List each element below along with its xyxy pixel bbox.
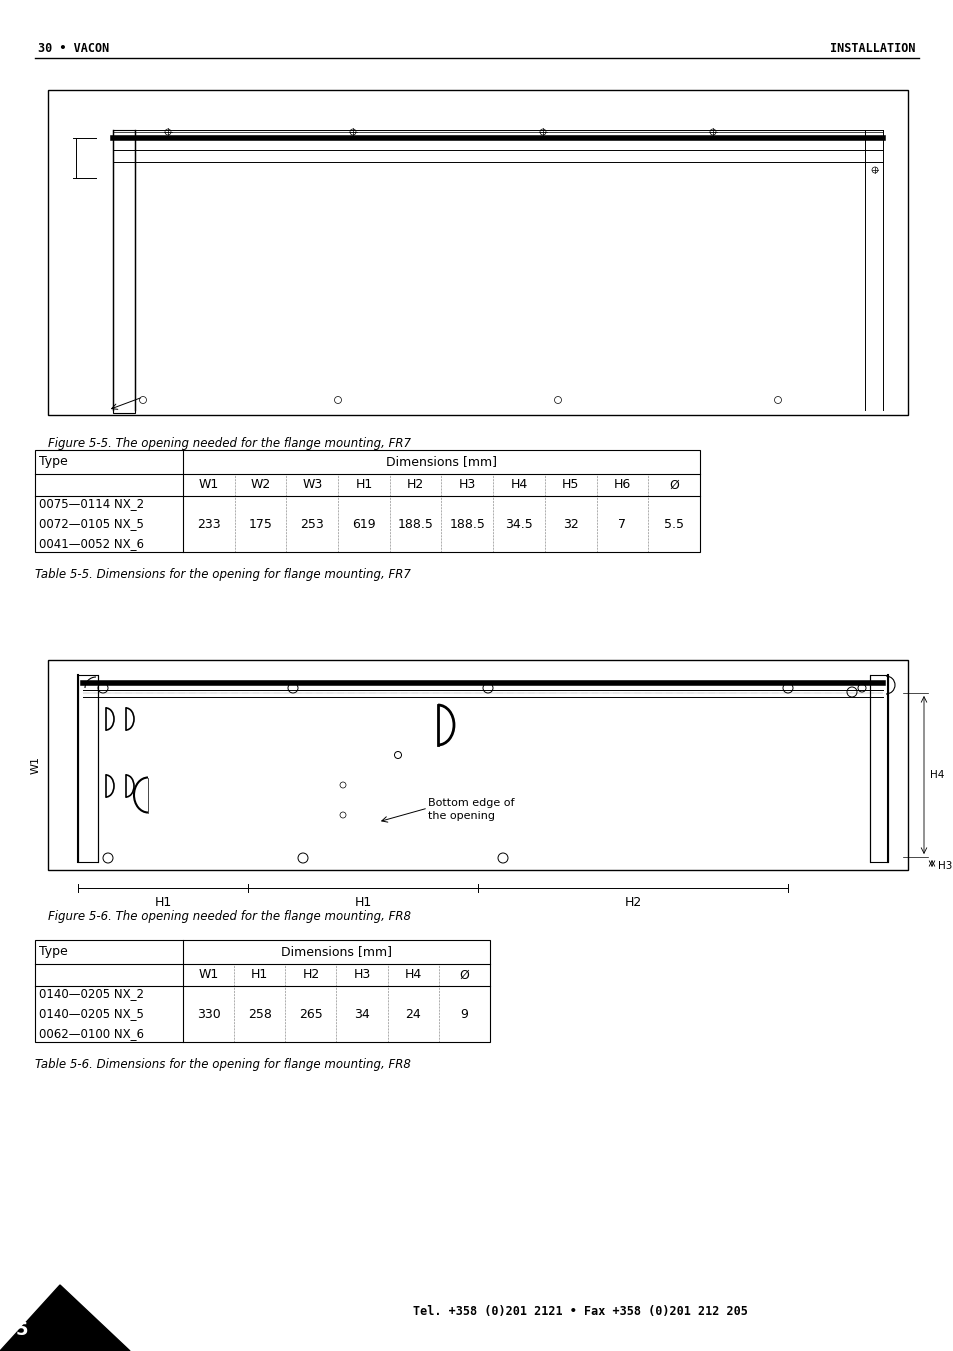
Text: H4: H4 [510,478,527,492]
Text: W1: W1 [30,757,41,774]
Text: 330: 330 [196,1008,220,1020]
Text: 32: 32 [562,517,578,531]
Text: 265: 265 [298,1008,322,1020]
Text: H3: H3 [354,969,371,981]
Text: 34: 34 [354,1008,370,1020]
Text: W2: W2 [250,478,271,492]
Text: 5.5: 5.5 [663,517,683,531]
Text: H4: H4 [404,969,421,981]
Text: H3: H3 [937,861,951,871]
Bar [35,940,490,1042]
Text: Ø: Ø [668,478,679,492]
Text: H5: H5 [561,478,578,492]
Text: 188.5: 188.5 [449,517,485,531]
Text: W1: W1 [198,478,219,492]
Text: 188.5: 188.5 [397,517,433,531]
Text: 7: 7 [618,517,626,531]
Text: H1: H1 [154,896,172,908]
Text: H1: H1 [354,896,372,908]
Text: Type: Type [39,455,68,469]
Bar [48,91,907,415]
Text: H3: H3 [458,478,476,492]
Text: H2: H2 [407,478,424,492]
Polygon shape [0,1285,130,1351]
Text: 9: 9 [460,1008,468,1020]
Text: H2: H2 [302,969,319,981]
Text: H2: H2 [623,896,641,908]
Text: Bottom edge of
the opening: Bottom edge of the opening [428,798,514,821]
Text: 258: 258 [248,1008,272,1020]
Text: 24: 24 [405,1008,420,1020]
Text: H1: H1 [355,478,373,492]
Text: 5: 5 [16,1321,29,1339]
Text: Table 5-6. Dimensions for the opening for flange mounting, FR8: Table 5-6. Dimensions for the opening fo… [35,1058,411,1071]
Text: Table 5-5. Dimensions for the opening for flange mounting, FR7: Table 5-5. Dimensions for the opening fo… [35,567,411,581]
Text: 233: 233 [197,517,220,531]
Text: INSTALLATION: INSTALLATION [830,42,915,54]
Text: Dimensions [mm]: Dimensions [mm] [281,946,392,958]
Text: 0075—0114 NX_2
0072—0105 NX_5
0041—0052 NX_6: 0075—0114 NX_2 0072—0105 NX_5 0041—0052 … [39,497,144,550]
Text: 175: 175 [249,517,273,531]
Text: H6: H6 [613,478,631,492]
Bar [112,130,135,413]
Text: H4: H4 [929,770,943,780]
Text: W1: W1 [198,969,218,981]
Bar [78,676,98,862]
Text: Dimensions [mm]: Dimensions [mm] [386,455,497,469]
Bar [869,676,887,862]
Text: Figure 5-6. The opening needed for the flange mounting, FR8: Figure 5-6. The opening needed for the f… [48,911,411,923]
Bar [48,661,907,870]
Text: 619: 619 [352,517,375,531]
Text: Ø: Ø [459,969,469,981]
Bar [35,450,700,553]
Text: W3: W3 [302,478,322,492]
Text: 253: 253 [300,517,324,531]
Text: 34.5: 34.5 [505,517,533,531]
Text: 30 • VACON: 30 • VACON [38,42,110,54]
Text: Tel. +358 (0)201 2121 • Fax +358 (0)201 212 205: Tel. +358 (0)201 2121 • Fax +358 (0)201 … [412,1305,746,1319]
Text: Type: Type [39,946,68,958]
Text: 0140—0205 NX_2
0140—0205 NX_5
0062—0100 NX_6: 0140—0205 NX_2 0140—0205 NX_5 0062—0100 … [39,988,144,1040]
Text: H1: H1 [251,969,268,981]
Text: Figure 5-5. The opening needed for the flange mounting, FR7: Figure 5-5. The opening needed for the f… [48,436,411,450]
